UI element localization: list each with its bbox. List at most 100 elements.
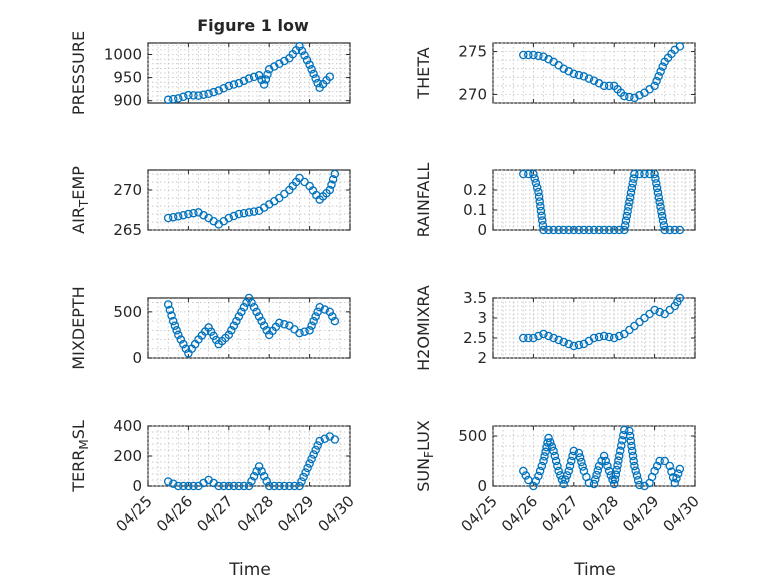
data-point	[655, 456, 664, 466]
subplot-air-temp: 265 270 AIRTEMP	[69, 166, 351, 239]
data-point	[610, 475, 620, 484]
data-point	[264, 481, 274, 491]
data-point	[531, 178, 541, 188]
data-point	[290, 481, 299, 491]
data-point	[575, 453, 585, 462]
y-axis-label-h2omixra: H2OMIXRA	[414, 285, 433, 371]
data-point	[652, 461, 662, 471]
data-point	[534, 192, 544, 201]
data-point	[194, 91, 203, 100]
data-point	[640, 169, 649, 179]
data-point	[549, 225, 558, 235]
data-point	[579, 72, 589, 81]
data-point	[630, 321, 639, 331]
data-point	[549, 446, 558, 456]
data-point	[614, 456, 623, 465]
data-point	[307, 454, 316, 464]
data-point	[635, 317, 644, 327]
data-point	[589, 333, 599, 343]
data-point	[280, 481, 289, 491]
data-point	[163, 95, 173, 105]
data-point	[174, 330, 183, 340]
data-point	[613, 461, 622, 470]
data-point	[645, 169, 654, 179]
data-point	[544, 225, 553, 235]
data-point	[604, 332, 614, 342]
data-point	[257, 467, 266, 476]
data-point	[280, 320, 289, 329]
data-point	[325, 72, 335, 81]
data-point	[650, 81, 659, 91]
data-point	[244, 293, 254, 303]
data-point	[247, 476, 256, 486]
y-tick-label: 270	[458, 85, 487, 103]
data-point	[249, 207, 259, 216]
data-point	[239, 302, 249, 312]
data-point	[313, 78, 322, 88]
data-point	[309, 316, 318, 326]
data-point	[179, 339, 188, 349]
data-point	[539, 52, 548, 61]
data-point	[650, 169, 659, 179]
data-point	[199, 90, 208, 99]
data-point	[625, 426, 634, 436]
data-point	[540, 452, 549, 461]
data-point	[297, 46, 307, 56]
data-point	[559, 64, 568, 73]
data-point	[549, 333, 558, 343]
data-point	[234, 78, 244, 88]
data-point	[620, 225, 629, 235]
data-point	[544, 433, 553, 443]
data-point	[635, 91, 644, 100]
data-point	[597, 456, 606, 466]
data-point	[302, 55, 312, 65]
data-point	[303, 463, 312, 473]
data-point	[584, 225, 594, 235]
data-point	[524, 169, 533, 179]
y-tick-label: 200	[113, 447, 142, 465]
data-point	[665, 305, 675, 315]
data-point	[633, 475, 643, 485]
data-point	[536, 201, 545, 211]
data-point	[295, 173, 304, 183]
data-point	[305, 326, 314, 335]
data-point	[654, 72, 663, 81]
data-point	[244, 481, 254, 491]
data-point	[624, 202, 633, 211]
figure-title: Figure 1 low	[197, 16, 309, 35]
data-point	[181, 344, 191, 354]
data-point	[165, 305, 175, 315]
data-point	[675, 464, 685, 474]
data-point	[189, 91, 198, 100]
data-point	[299, 472, 308, 482]
data-point	[537, 216, 547, 225]
data-point	[244, 74, 254, 83]
data-point	[311, 312, 320, 321]
data-point	[574, 448, 584, 458]
data-point	[620, 329, 629, 339]
data-point	[562, 471, 572, 480]
data-point	[219, 83, 228, 93]
data-point	[330, 435, 340, 444]
data-point	[625, 325, 634, 335]
data-point	[640, 313, 649, 323]
y-tick-label: 2.5	[463, 329, 487, 347]
data-point	[589, 76, 599, 85]
data-point	[652, 76, 661, 86]
data-point	[328, 175, 338, 184]
data-point	[309, 69, 318, 79]
data-point	[259, 321, 269, 330]
data-point	[254, 312, 264, 321]
data-point	[224, 330, 234, 340]
data-point	[206, 327, 216, 336]
data-point	[559, 337, 568, 347]
y-tick-label: 950	[113, 69, 142, 87]
data-point	[234, 209, 244, 219]
data-point	[623, 207, 632, 216]
data-point	[530, 174, 539, 183]
axes-box-h2omixra	[492, 297, 696, 359]
data-point	[163, 477, 173, 486]
data-point	[651, 174, 660, 183]
data-point	[675, 293, 685, 303]
data-point	[630, 461, 639, 471]
